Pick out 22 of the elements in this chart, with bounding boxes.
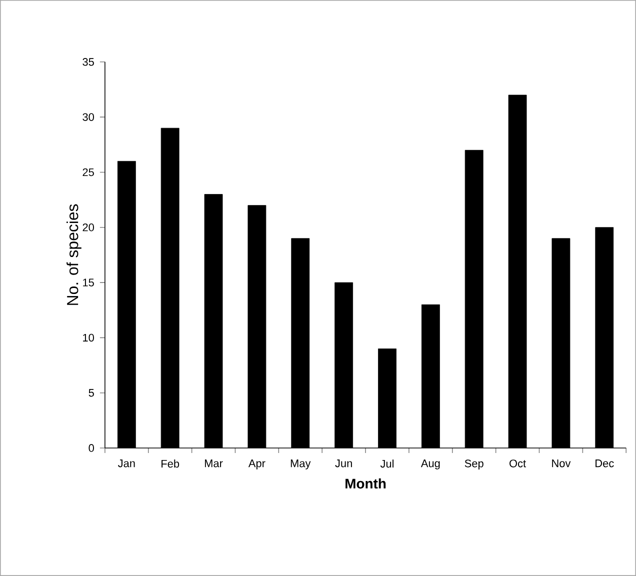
y-tick-label: 30 — [82, 113, 94, 121]
y-tick-label: 5 — [88, 389, 94, 397]
x-tick-label: Jan — [118, 460, 135, 468]
y-tick-label: 35 — [82, 58, 94, 66]
x-tick-label: Nov — [552, 460, 571, 468]
y-tick-label: 0 — [88, 444, 94, 452]
x-tick-label: Feb — [162, 460, 180, 468]
x-tick-label: Oct — [510, 460, 526, 468]
y-axis-title: No. of species — [66, 204, 82, 305]
x-tick-label: Dec — [596, 460, 614, 468]
x-tick-label: May — [290, 460, 311, 470]
x-axis-title: Month — [346, 478, 386, 489]
y-tick-label: 20 — [82, 224, 94, 232]
x-tick-label: Jul — [380, 460, 394, 468]
x-tick-label: Mar — [204, 460, 223, 468]
x-tick-label: Apr — [248, 460, 266, 470]
x-tick-label: Sep — [464, 460, 484, 470]
y-tick-label: 25 — [82, 168, 94, 176]
x-tick-label: Aug — [420, 460, 440, 470]
x-tick-label: Jun — [335, 460, 352, 468]
y-tick-label: 10 — [83, 334, 94, 342]
y-tick-label: 15 — [83, 278, 94, 286]
